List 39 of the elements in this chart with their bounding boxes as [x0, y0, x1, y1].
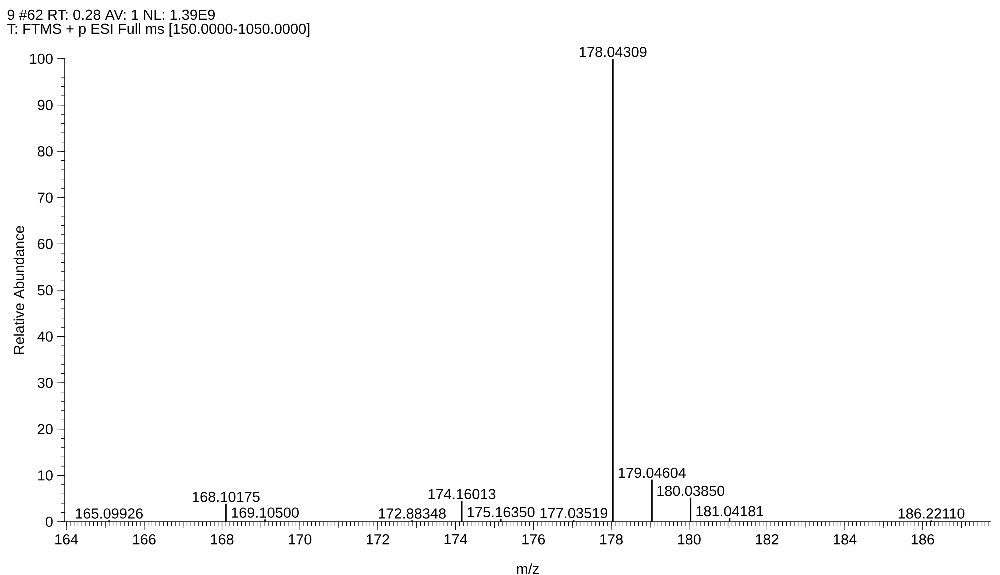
x-tick-label: 166 — [133, 534, 156, 545]
annotation: 168.10175 — [193, 492, 260, 502]
x-tick-label: 184 — [834, 534, 857, 545]
x-tick-label: 164 — [56, 534, 78, 545]
x-tick-label: 176 — [522, 534, 546, 545]
x-tick-label: 172 — [366, 534, 390, 545]
y-tick-label: 100 — [30, 54, 53, 64]
x-axis-title: m/z — [517, 564, 539, 574]
y-tick-label: 90 — [38, 100, 53, 110]
x-tick-label: 168 — [211, 534, 234, 545]
y-tick-label: 40 — [38, 332, 53, 342]
annotation: 175.16350 — [468, 507, 535, 518]
x-tick-label: 180 — [678, 534, 701, 545]
x-tick-label: 186 — [912, 534, 934, 545]
annotation: 174.16013 — [428, 489, 496, 500]
annotation: 177.03519 — [540, 508, 608, 518]
annotation: 165.09926 — [76, 508, 143, 519]
y-tick-label: 30 — [38, 378, 53, 388]
annotation: 180.03850 — [658, 486, 725, 496]
x-tick-label: 170 — [289, 534, 312, 545]
annotation: 172.88348 — [379, 508, 446, 519]
x-tick-label: 178 — [600, 534, 623, 545]
annotation: 186.22110 — [898, 508, 965, 519]
y-tick-label: 0 — [46, 516, 53, 528]
y-axis-title: Relative Abundance — [14, 226, 24, 354]
annotation: 179.04604 — [619, 468, 686, 478]
chart-title: 9 #62 RT: 0.28 AV: 1 NL: 1.39E9 — [8, 10, 215, 20]
y-tick-label: 10 — [38, 470, 53, 481]
annotation: 178.04309 — [580, 47, 647, 58]
annotation: 181.04181 — [696, 506, 764, 517]
y-tick-label: 80 — [38, 146, 53, 157]
x-tick-label: 174 — [444, 534, 468, 544]
y-tick-label: 70 — [38, 192, 53, 204]
annotation: 169.10500 — [232, 508, 299, 518]
y-tick-label: 50 — [38, 285, 53, 296]
chart-subtitle: T: FTMS + p ESI Full ms [150.0000-1050.0000] — [8, 23, 310, 38]
x-tick-label: 182 — [756, 534, 779, 545]
y-tick-label: 20 — [38, 424, 53, 435]
y-tick-label: 60 — [38, 239, 53, 250]
